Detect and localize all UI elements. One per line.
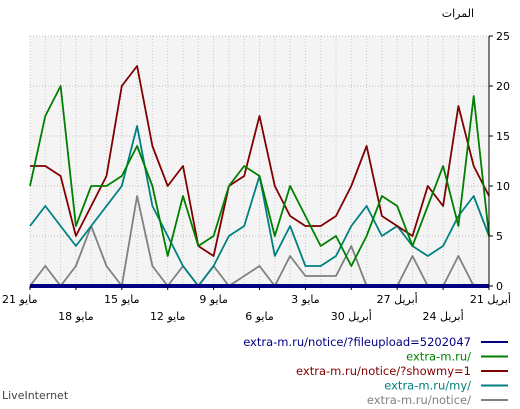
- x-tick-label: 3 مايو: [291, 293, 320, 306]
- series-line: [29, 85, 490, 267]
- y-tick-label: 20: [496, 80, 510, 93]
- x-tick-label: 24 أبريل: [423, 309, 464, 323]
- liveinternet-footer: LiveInternet: [2, 389, 69, 402]
- legend-label: extra-m.ru/notice/: [367, 393, 471, 405]
- x-tick-label: 12 مايو: [150, 310, 186, 323]
- legend-label: extra-m.ru/notice/?showmy=1: [296, 364, 471, 378]
- y-tick-label: 0: [496, 280, 503, 293]
- x-tick-label: 9 مايو: [199, 293, 228, 306]
- series-lines: [29, 65, 490, 288]
- y-tick-label: 15: [496, 130, 510, 143]
- y-tick-label: 25: [496, 30, 510, 43]
- axes: 0 5 10 15 20 25 21 مايو 18 مايو 15 مايو 12 مايو 9 …: [2, 30, 511, 323]
- x-tick-label: 21 مايو: [2, 293, 38, 306]
- series-line: [29, 195, 489, 287]
- x-tick-label: 15 مايو: [104, 293, 140, 306]
- y-tick-label: 10: [496, 180, 510, 193]
- x-tick-label: 6 مايو: [245, 310, 274, 323]
- series-line: [30, 65, 490, 257]
- x-tick-label: 30 أبريل: [331, 309, 372, 323]
- y-tick-label: 5: [496, 230, 503, 243]
- legend-label: extra-m.ru/my/: [384, 379, 471, 393]
- x-tick-label: 27 أبريل: [377, 292, 418, 306]
- legend-label: extra-m.ru/: [406, 350, 471, 364]
- legend: extra-m.ru/notice/?fileupload=5202047ext…: [243, 335, 508, 407]
- x-tick-label: 18 مايو: [58, 310, 94, 323]
- x-tick-label: 21 أبريل: [470, 292, 511, 306]
- legend-label: extra-m.ru/notice/?fileupload=5202047: [243, 335, 471, 349]
- y-axis-title: المرات: [442, 7, 474, 20]
